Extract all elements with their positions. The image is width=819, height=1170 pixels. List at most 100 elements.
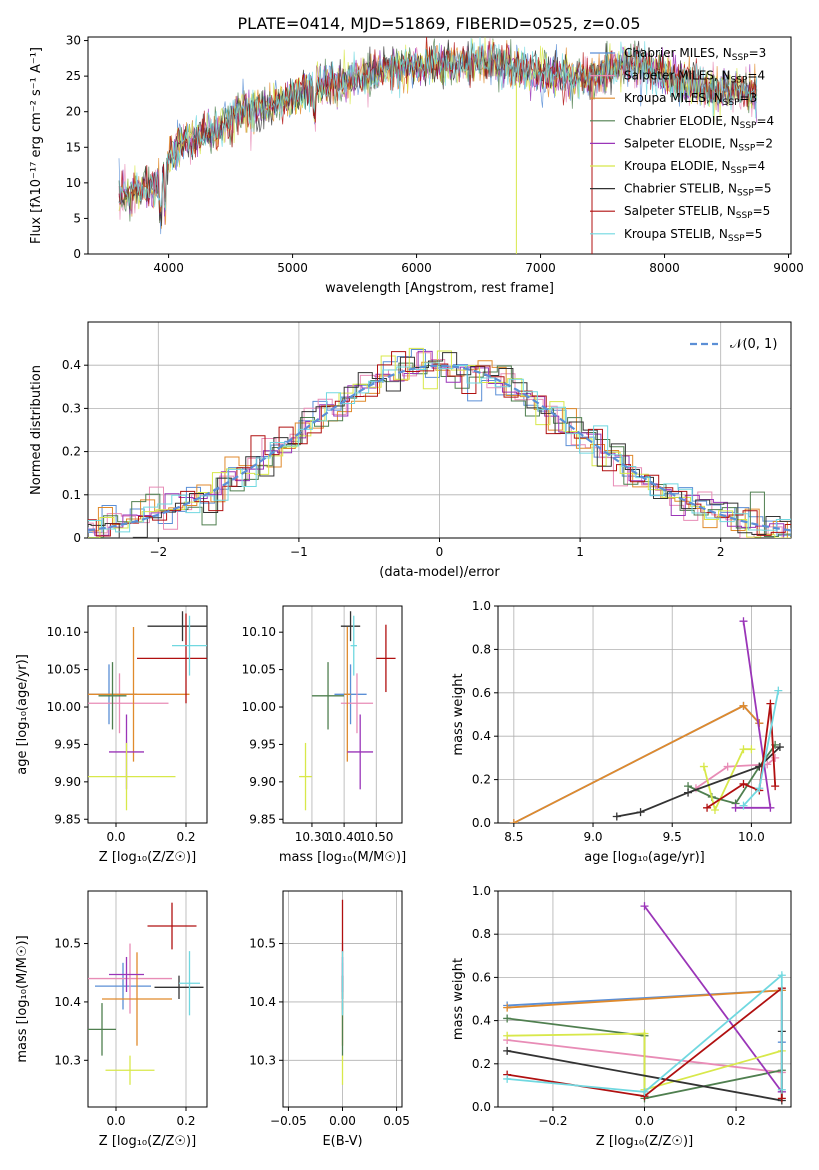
legend-label: Chabrier MILES, NSSP=3 bbox=[624, 46, 766, 63]
residual-histogram bbox=[88, 362, 791, 538]
x-tick-label: 8000 bbox=[649, 261, 680, 275]
x-tick-label: 0.2 bbox=[176, 1114, 195, 1128]
x-tick-label: 8.5 bbox=[504, 830, 523, 844]
y-tick-label: 9.90 bbox=[249, 775, 276, 789]
weight-point-marker bbox=[640, 902, 649, 911]
axes-frame bbox=[87, 605, 208, 824]
axes-frame bbox=[497, 890, 792, 1108]
y-axis-label: mass weight bbox=[451, 958, 466, 1040]
residual-histogram bbox=[88, 352, 791, 538]
weight-point-marker bbox=[723, 762, 732, 771]
y-tick-label: 10.00 bbox=[242, 700, 276, 714]
legend-label: Salpeter ELODIE, NSSP=2 bbox=[624, 136, 773, 153]
weight-point-marker bbox=[774, 686, 783, 695]
y-tick-label: 9.95 bbox=[54, 737, 81, 751]
weight-point-marker bbox=[684, 788, 693, 797]
y-tick-label: 10.5 bbox=[54, 937, 81, 951]
data-point bbox=[340, 611, 361, 642]
weight-point-marker bbox=[777, 1094, 786, 1103]
y-tick-label: 10.4 bbox=[249, 995, 276, 1009]
weight-series-line bbox=[507, 973, 783, 1093]
weight-point-marker bbox=[703, 803, 712, 812]
data-point bbox=[88, 943, 172, 1014]
data-point bbox=[350, 615, 357, 676]
plot-area bbox=[88, 902, 204, 1085]
x-tick-label: 10.40 bbox=[327, 830, 361, 844]
spectrum-series-line bbox=[118, 37, 758, 211]
weight-point-marker bbox=[739, 779, 748, 788]
y-tick-label: 15 bbox=[66, 140, 81, 154]
residual-histogram bbox=[88, 362, 791, 533]
legend-label: 𝒩(0, 1) bbox=[730, 337, 777, 352]
x-tick-label: 9000 bbox=[773, 261, 804, 275]
weight-point-marker bbox=[771, 753, 780, 762]
x-tick-label: 0 bbox=[436, 545, 444, 559]
data-point bbox=[147, 611, 207, 642]
y-axis-label: age [log₁₀(age/yr)] bbox=[15, 654, 30, 775]
y-tick-label: 10.00 bbox=[47, 700, 81, 714]
legend-label: Kroupa ELODIE, NSSP=4 bbox=[624, 159, 765, 176]
weight-series-line bbox=[643, 905, 783, 1093]
x-axis-label: Z [log₁₀(Z/Z☉)] bbox=[99, 1134, 196, 1149]
residual-histogram bbox=[88, 350, 791, 538]
data-point bbox=[88, 626, 190, 762]
spectrum-series-line bbox=[118, 37, 758, 214]
panel-age-metallicity: 0.0 0.2 9.85 9.90 9.95 10.00 10.05 10.10 Z [log₁… bbox=[15, 605, 208, 865]
plot-area bbox=[118, 37, 758, 254]
y-axis-label: Normed distribution bbox=[29, 365, 44, 495]
legend-label: Salpeter MILES, NSSP=4 bbox=[624, 69, 765, 86]
data-point bbox=[137, 613, 207, 704]
data-point bbox=[98, 662, 127, 730]
x-tick-label: −0.2 bbox=[538, 1114, 567, 1128]
weight-point-marker bbox=[777, 1085, 786, 1094]
weight-point-marker bbox=[747, 745, 756, 754]
y-tick-label: 0.6 bbox=[472, 970, 491, 984]
x-tick-label: 9.0 bbox=[583, 830, 602, 844]
x-tick-label: 0.2 bbox=[176, 830, 195, 844]
residual-histogram bbox=[88, 360, 791, 538]
legend-label: Chabrier STELIB, NSSP=5 bbox=[624, 182, 772, 199]
plot-area bbox=[509, 617, 784, 823]
y-tick-label: 0.0 bbox=[472, 1100, 491, 1114]
y-tick-label: 25 bbox=[66, 69, 81, 83]
x-tick-label: 4000 bbox=[153, 261, 184, 275]
weight-point-marker bbox=[636, 808, 645, 817]
y-axis-label: Flux [fλ10⁻¹⁷ erg cm⁻² s⁻¹ A⁻¹] bbox=[29, 47, 44, 244]
y-axis-label: mass weight bbox=[451, 673, 466, 755]
weight-point-marker bbox=[640, 1029, 649, 1038]
x-tick-label: 0.00 bbox=[329, 1114, 356, 1128]
data-point bbox=[102, 952, 172, 1046]
x-tick-label: 0.0 bbox=[106, 1114, 125, 1128]
plot-area bbox=[88, 611, 207, 811]
y-tick-label: 10.4 bbox=[54, 995, 81, 1009]
data-point bbox=[105, 1055, 155, 1085]
y-tick-label: 30 bbox=[66, 34, 81, 48]
x-tick-label: 0.2 bbox=[727, 1114, 746, 1128]
data-point bbox=[172, 615, 207, 676]
x-axis-label: mass [log₁₀(M/M☉)] bbox=[279, 850, 406, 865]
plot-area bbox=[88, 347, 791, 538]
y-tick-label: 0.8 bbox=[472, 642, 491, 656]
legend-label: Chabrier ELODIE, NSSP=4 bbox=[624, 114, 774, 131]
weight-point-marker bbox=[503, 1003, 512, 1012]
y-tick-label: 10.3 bbox=[249, 1053, 276, 1067]
data-point bbox=[147, 902, 197, 950]
y-tick-label: 10.5 bbox=[249, 937, 276, 951]
x-axis-label: Z [log₁₀(Z/Z☉)] bbox=[99, 850, 196, 865]
data-point bbox=[344, 626, 351, 762]
x-tick-label: 5000 bbox=[277, 261, 308, 275]
y-tick-label: 0.4 bbox=[472, 1014, 491, 1028]
weight-point-marker bbox=[739, 745, 748, 754]
data-point bbox=[299, 742, 312, 811]
residual-histogram bbox=[88, 348, 791, 536]
weight-point-marker bbox=[739, 617, 748, 626]
y-tick-label: 1.0 bbox=[472, 599, 491, 613]
panel-residuals: −2 −1 0 1 2 0 0.1 0.2 0.3 0.4 (data-model)/error No… bbox=[29, 321, 792, 580]
weight-point-marker bbox=[503, 1074, 512, 1083]
axes-frame bbox=[282, 605, 403, 824]
x-tick-label: 10.50 bbox=[359, 830, 393, 844]
y-tick-label: 9.95 bbox=[249, 737, 276, 751]
axes-frame bbox=[87, 321, 792, 539]
x-tick-label: 0.0 bbox=[635, 1114, 654, 1128]
